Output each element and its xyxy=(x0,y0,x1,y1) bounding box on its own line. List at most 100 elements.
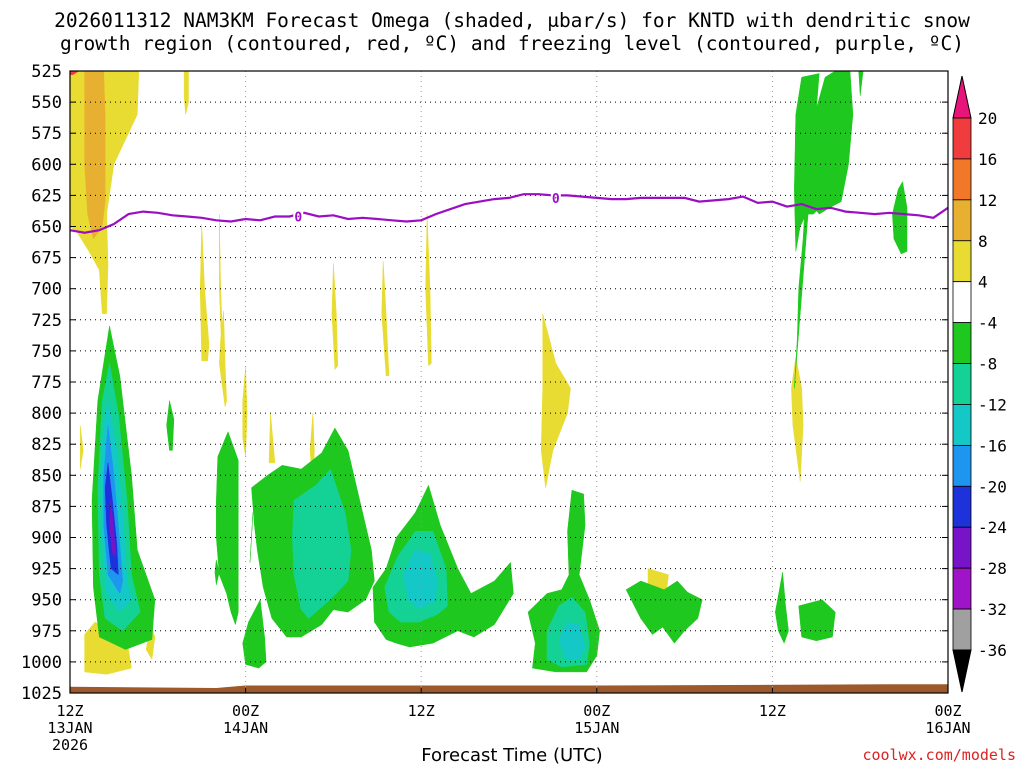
y-tick-label: 575 xyxy=(31,124,62,144)
y-tick-label: 875 xyxy=(31,497,62,517)
y-tick-label: 800 xyxy=(31,404,62,424)
colorbar: 20 16 12 8 4 -4 -8 -12 -16 -20 -24 -28 -32 -36 xyxy=(952,75,1007,693)
colorbar-label: 16 xyxy=(978,150,997,169)
x-tick-label: 00Z 14JAN xyxy=(206,703,286,754)
omega-region xyxy=(858,70,864,96)
y-tick-label: 675 xyxy=(31,249,62,269)
colorbar-label: -28 xyxy=(978,559,1007,578)
omega-region xyxy=(166,400,175,451)
omega-region xyxy=(79,425,84,470)
surface-layer xyxy=(70,684,948,693)
colorbar-swatch xyxy=(952,158,972,201)
colorbar-label: 8 xyxy=(978,232,988,251)
x-tick-label: 12Z xyxy=(381,703,461,754)
x-tick-line xyxy=(381,720,461,737)
x-tick-line: 00Z xyxy=(583,702,611,720)
x-tick-line xyxy=(732,720,812,737)
colorbar-swatch xyxy=(952,444,972,487)
omega-region xyxy=(775,572,789,644)
freezing-level-label-bg xyxy=(550,189,561,205)
colorbar-label: 20 xyxy=(978,109,997,128)
y-tick-label: 900 xyxy=(31,529,62,549)
x-tick-line: 12Z xyxy=(407,702,435,720)
chart-title-line1: 2026011312 NAM3KM Forecast Omega (shaded… xyxy=(54,9,970,32)
colorbar-label: -32 xyxy=(978,600,1007,619)
y-tick-label: 1025 xyxy=(21,684,62,704)
colorbar-swatch xyxy=(952,363,972,405)
y-tick-label: 1000 xyxy=(21,653,62,673)
omega-region xyxy=(540,313,571,488)
colorbar-swatch xyxy=(952,608,972,651)
y-tick-label: 650 xyxy=(31,218,62,238)
omega-region xyxy=(558,621,586,660)
x-tick-line: 12Z xyxy=(758,702,786,720)
y-tick-label: 700 xyxy=(31,280,62,300)
colorbar-label: -20 xyxy=(978,477,1007,496)
x-tick-label: 12Z 13JAN 2026 xyxy=(30,703,110,754)
colorbar-label: -36 xyxy=(978,641,1007,660)
colorbar-swatch xyxy=(952,281,972,324)
x-tick-line: 14JAN xyxy=(223,719,269,737)
y-tick-label: 850 xyxy=(31,466,62,486)
omega-region xyxy=(109,500,116,557)
colorbar-label: 4 xyxy=(978,273,988,292)
freezing-level-layer: 00 xyxy=(69,189,949,234)
colorbar-label: -4 xyxy=(978,314,997,333)
x-tick-label: 00Z 16JAN xyxy=(908,703,988,754)
omega-region xyxy=(249,512,254,563)
y-tick-label: 550 xyxy=(31,93,62,113)
omega-region xyxy=(84,70,106,240)
colorbar-top-arrow xyxy=(952,75,972,119)
omega-region xyxy=(892,180,908,255)
y-tick-label: 925 xyxy=(31,560,62,580)
y-axis-ticks: 525 550 575 600 625 650 675 700 725 750 775 800 825 8… xyxy=(21,62,948,704)
y-tick-label: 975 xyxy=(31,622,62,642)
omega-region xyxy=(216,431,239,626)
x-axis-label: Forecast Time (UTC) xyxy=(421,745,603,766)
x-tick-line: 12Z xyxy=(56,702,84,720)
y-tick-label: 950 xyxy=(31,591,62,611)
x-tick-line: 00Z xyxy=(232,702,260,720)
colorbar-swatch xyxy=(952,485,972,528)
y-tick-label: 750 xyxy=(31,342,62,362)
credit-text: coolwx.com/models xyxy=(862,746,1016,764)
omega-region xyxy=(403,549,438,609)
colorbar-swatch xyxy=(952,199,972,242)
shaded-regions xyxy=(69,70,908,675)
colorbar-label: 12 xyxy=(978,191,997,210)
omega-region xyxy=(798,599,836,642)
omega-region xyxy=(292,468,352,619)
omega-region xyxy=(381,261,390,377)
x-tick-line: 2026 xyxy=(51,736,89,754)
ground-band xyxy=(70,684,948,693)
freezing-level-label: 0 xyxy=(294,211,302,226)
colorbar-swatch xyxy=(952,526,972,569)
chart-title-line2: growth region (contoured, red, ºC) and f… xyxy=(60,32,964,55)
y-tick-label: 825 xyxy=(31,435,62,455)
omega-region xyxy=(625,580,703,644)
colorbar-swatch xyxy=(952,567,972,610)
colorbar-swatch xyxy=(952,240,972,283)
y-tick-label: 775 xyxy=(31,373,62,393)
colorbar-label: -8 xyxy=(978,355,997,374)
omega-region xyxy=(183,70,189,115)
freezing-level-label: 0 xyxy=(552,192,560,207)
omega-region xyxy=(242,367,248,457)
y-tick-label: 525 xyxy=(31,62,62,82)
y-tick-label: 600 xyxy=(31,155,62,175)
omega-region xyxy=(219,214,224,364)
x-tick-line: 15JAN xyxy=(574,719,620,737)
omega-region xyxy=(199,223,210,362)
colorbar-label: -24 xyxy=(978,518,1007,537)
omega-region xyxy=(808,70,854,215)
freezing-level-label-bg xyxy=(293,208,304,224)
x-tick-line: 16JAN xyxy=(925,719,971,737)
omega-region xyxy=(425,214,432,367)
y-tick-label: 625 xyxy=(31,186,62,206)
colorbar-label: -12 xyxy=(978,395,1007,414)
omega-region xyxy=(242,598,267,669)
omega-region xyxy=(791,357,804,482)
y-tick-label: 725 xyxy=(31,311,62,331)
colorbar-label: -16 xyxy=(978,436,1007,455)
